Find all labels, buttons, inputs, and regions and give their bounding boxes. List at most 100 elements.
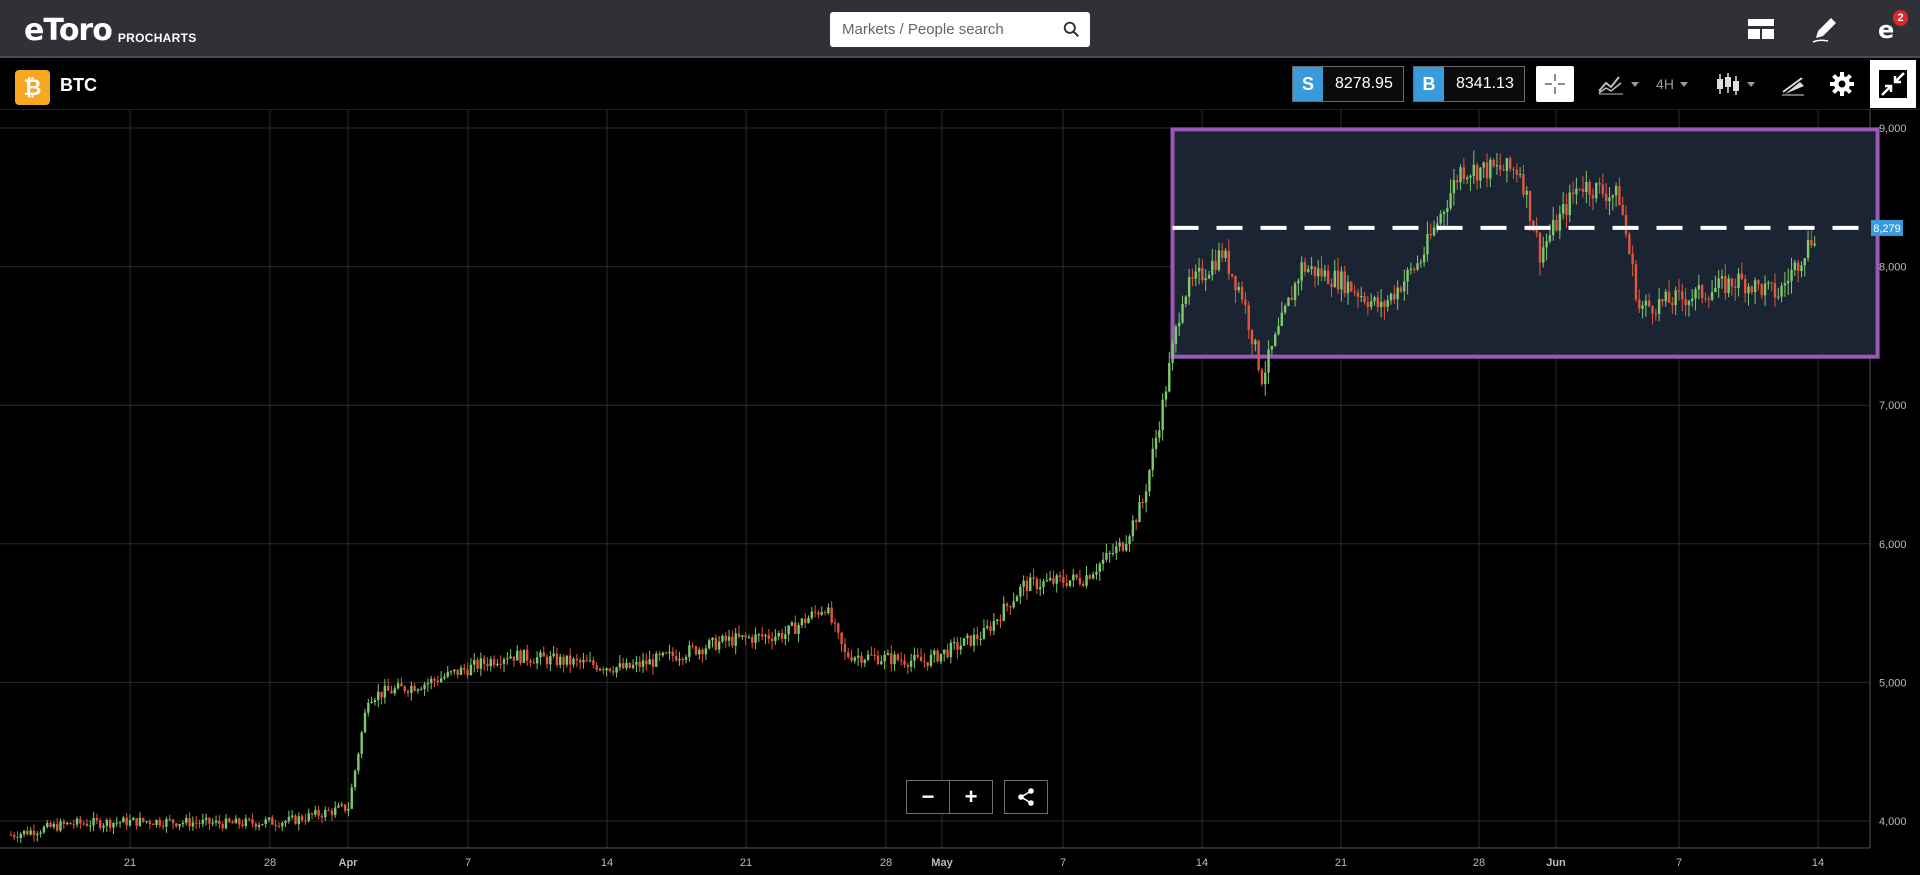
candle-body <box>1495 165 1499 167</box>
candle-body <box>916 654 919 657</box>
candle-body <box>1512 168 1515 170</box>
candle-body <box>671 651 675 656</box>
candle-body <box>406 691 410 693</box>
pencil-icon[interactable] <box>1808 12 1842 46</box>
candle-body <box>724 635 727 641</box>
candle-body <box>820 612 823 615</box>
candle-body <box>658 653 661 656</box>
candle-body <box>459 667 463 675</box>
collapse-icon[interactable] <box>1870 60 1916 108</box>
candle-body <box>840 632 843 645</box>
candle-body <box>1538 232 1542 263</box>
candle-body <box>823 612 827 614</box>
x-tick-label: 21 <box>1335 857 1347 869</box>
candle-body <box>1032 577 1035 579</box>
zoom-out-button[interactable]: − <box>906 780 950 814</box>
candle-body <box>833 622 837 624</box>
candle-body <box>939 653 943 662</box>
candle-body <box>125 817 128 826</box>
bitcoin-icon: ₿ <box>15 70 50 105</box>
indicators-icon[interactable] <box>1588 66 1648 102</box>
candle-body <box>476 659 479 669</box>
candle-body <box>158 819 161 826</box>
candle-body <box>827 607 830 614</box>
candle-body <box>1462 167 1466 180</box>
candle-body <box>1310 266 1313 270</box>
candle-body <box>429 678 433 683</box>
candle-body <box>1403 281 1406 292</box>
candle-body <box>1426 233 1429 255</box>
candle-body <box>1644 300 1648 306</box>
sell-price-button[interactable]: S 8278.95 <box>1292 66 1404 102</box>
candle-body <box>1015 596 1019 602</box>
search-icon[interactable] <box>1063 21 1080 38</box>
candle-body <box>1280 312 1284 326</box>
candle-body <box>1250 329 1254 345</box>
layout-icon[interactable] <box>1744 12 1778 46</box>
logo-suffix: PROCHARTS <box>117 31 197 45</box>
candle-body <box>135 818 138 826</box>
candle-body <box>1422 254 1426 263</box>
candle-body <box>1204 278 1207 281</box>
candle-body <box>532 662 535 664</box>
candle-body <box>588 660 592 662</box>
share-button[interactable] <box>1004 780 1048 814</box>
candle-body <box>903 660 906 665</box>
candle-body <box>314 809 317 815</box>
candle-body <box>1207 274 1211 279</box>
candle-body <box>1638 299 1641 309</box>
candle-body <box>261 824 264 826</box>
candle-body <box>883 654 886 662</box>
candle-body <box>794 622 797 634</box>
candle-body <box>1648 300 1651 307</box>
candle-body <box>49 822 52 827</box>
sell-label: S <box>1293 67 1323 101</box>
chevron-down-icon <box>1679 81 1688 87</box>
gear-icon[interactable] <box>1824 66 1860 102</box>
drawing-tools-icon[interactable] <box>1775 66 1811 102</box>
candle-body <box>952 642 956 644</box>
candle-body <box>741 635 744 637</box>
candle-body <box>1750 286 1754 293</box>
candle-body <box>1052 578 1055 584</box>
candle-body <box>1025 580 1029 591</box>
chart-canvas[interactable]: 9,000 8,000 7,000 6,000 5,000 4,000 21 28 Apr 7 14… <box>0 110 1920 875</box>
candle-body <box>12 834 16 837</box>
candle-body <box>1111 552 1115 554</box>
candle-body <box>386 685 390 691</box>
candle-body <box>108 819 112 828</box>
candle-body <box>1161 399 1164 431</box>
candle-body <box>254 823 257 827</box>
candle-body <box>238 818 241 825</box>
crosshair-icon[interactable] <box>1536 66 1574 102</box>
etoro-logo[interactable]: eToro PROCHARTS <box>24 11 197 47</box>
zoom-in-button[interactable]: + <box>949 780 993 814</box>
price-chart[interactable]: 9,000 8,000 7,000 6,000 5,000 4,000 21 28 Apr 7 14… <box>0 110 1920 875</box>
candle-body <box>701 649 704 655</box>
candle-body <box>618 663 622 668</box>
candle-body <box>684 657 688 660</box>
candle-body <box>605 668 608 671</box>
candle-body <box>1072 574 1075 581</box>
y-tick-label: 4,000 <box>1879 816 1907 828</box>
search-input[interactable] <box>830 12 1050 47</box>
candle-body <box>1681 291 1684 300</box>
candle-body <box>1326 270 1330 284</box>
candle-body <box>1293 283 1297 301</box>
candlestick-icon[interactable] <box>1710 66 1760 102</box>
candle-body <box>694 646 698 655</box>
candle-body <box>1508 158 1512 169</box>
candle-body <box>764 635 767 637</box>
candle-body <box>552 653 555 657</box>
candle-body <box>247 818 251 820</box>
notifications-icon[interactable]: e 2 <box>1872 10 1908 46</box>
candle-body <box>522 649 526 663</box>
candle-body <box>1796 262 1800 271</box>
candle-body <box>1677 290 1681 292</box>
candle-body <box>469 664 473 676</box>
candle-body <box>224 818 228 829</box>
buy-price-button[interactable]: B 8341.13 <box>1413 66 1525 102</box>
candle-body <box>800 618 804 626</box>
candle-body <box>1724 276 1727 293</box>
timeframe-dropdown[interactable]: 4H <box>1652 66 1692 102</box>
